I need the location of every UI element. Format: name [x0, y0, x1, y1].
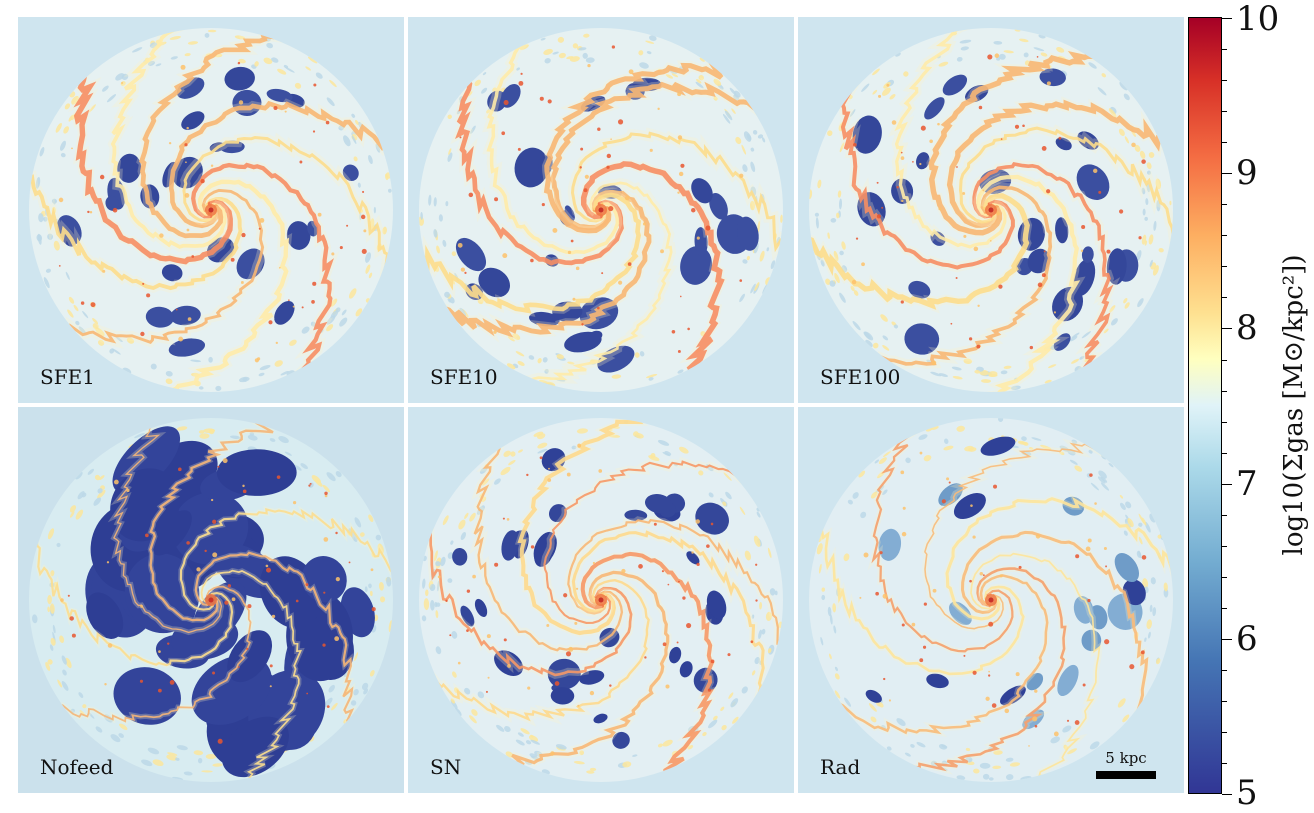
colorbar-minor-tick [1222, 235, 1227, 236]
panel-sn: SN [408, 407, 794, 793]
colorbar-minor-tick [1222, 732, 1227, 733]
colorbar-minor-tick [1222, 266, 1227, 267]
colorbar-minor-tick [1222, 701, 1227, 702]
colorbar-minor-tick [1222, 608, 1227, 609]
colorbar-tick [1222, 484, 1232, 485]
panel-label: Nofeed [40, 755, 114, 779]
panel-rad: Rad 5 kpc [798, 407, 1184, 793]
colorbar-minor-tick [1222, 49, 1227, 50]
scale-bar-label: 5 kpc [1105, 749, 1147, 767]
disk-image [18, 407, 404, 793]
panel-label: Rad [820, 755, 861, 779]
colorbar-tick [1222, 18, 1232, 19]
scale-bar [1096, 771, 1156, 779]
panel-sfe100: SFE100 [798, 17, 1184, 403]
colorbar-minor-tick [1222, 577, 1227, 578]
colorbar-minor-tick [1222, 422, 1227, 423]
colorbar-minor-tick [1222, 142, 1227, 143]
colorbar-minor-tick [1222, 80, 1227, 81]
colorbar-minor-tick [1222, 546, 1227, 547]
panel-sfe10: SFE10 [408, 17, 794, 403]
colorbar-minor-tick [1222, 391, 1227, 392]
colorbar-tick [1222, 794, 1232, 795]
colorbar-tick-label: 8 [1236, 308, 1258, 348]
colorbar-minor-tick [1222, 360, 1227, 361]
colorbar-minor-tick [1222, 297, 1227, 298]
disk-image [798, 17, 1184, 403]
disk-image [408, 17, 794, 403]
colorbar-tick-label: 10 [1236, 0, 1280, 39]
panel-grid: SFE1 SFE10 SFE100 Nofeed SN Rad 5 kpc [18, 17, 1184, 795]
colorbar-minor-tick [1222, 763, 1227, 764]
colorbar-minor-tick [1222, 515, 1227, 516]
panel-nofeed: Nofeed [18, 407, 404, 793]
colorbar-minor-tick [1222, 111, 1227, 112]
colorbar-tick [1222, 173, 1232, 174]
panel-label: SFE100 [820, 365, 901, 389]
colorbar-tick-label: 5 [1236, 773, 1258, 813]
colorbar [1188, 17, 1222, 794]
panel-sfe1: SFE1 [18, 17, 404, 403]
colorbar-tick-label: 9 [1236, 153, 1258, 193]
disk-image [18, 17, 404, 403]
colorbar-tick-label: 6 [1236, 619, 1258, 659]
colorbar-minor-tick [1222, 204, 1227, 205]
colorbar-minor-tick [1222, 453, 1227, 454]
disk-image [408, 407, 794, 793]
panel-label: SFE1 [40, 365, 95, 389]
disk-image [798, 407, 1184, 793]
panel-label: SN [430, 755, 462, 779]
colorbar-tick-label: 7 [1236, 464, 1258, 504]
colorbar-label: log10(Σgas [M⊙/kpc²]) [1279, 254, 1309, 556]
colorbar-tick [1222, 328, 1232, 329]
colorbar-minor-tick [1222, 670, 1227, 671]
colorbar-tick [1222, 639, 1232, 640]
panel-label: SFE10 [430, 365, 498, 389]
